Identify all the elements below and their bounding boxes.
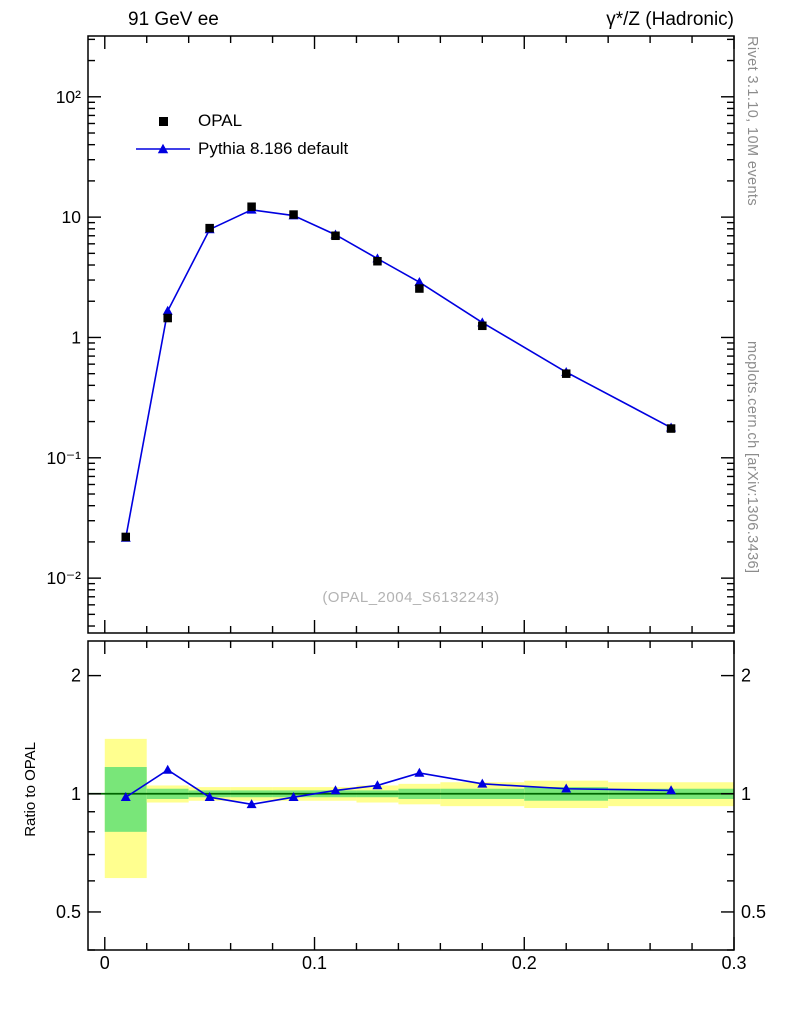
svg-text:0.2: 0.2	[512, 953, 537, 973]
axis-ticks	[88, 36, 735, 951]
main-data-series	[121, 202, 676, 542]
svg-text:1: 1	[741, 784, 751, 804]
svg-text:0.5: 0.5	[56, 902, 81, 922]
plot-frames	[87, 35, 735, 951]
main-mc-series	[120, 204, 677, 542]
svg-text:10⁻²: 10⁻²	[46, 568, 81, 588]
legend-item-pythia: Pythia 8.186 default	[134, 135, 348, 163]
svg-text:0.5: 0.5	[741, 902, 766, 922]
legend-label-opal: OPAL	[198, 111, 243, 130]
ratio-uncertainty-bands	[104, 738, 734, 879]
svg-text:2: 2	[741, 666, 751, 686]
ratio-mc-series	[120, 764, 677, 809]
svg-text:10: 10	[62, 207, 82, 227]
rivet-version-label: Rivet 3.1.10, 10M events	[744, 36, 760, 206]
svg-text:0: 0	[100, 953, 110, 973]
mcplots-arxiv-label: mcplots.cern.ch [arXiv:1306.3436]	[744, 341, 760, 574]
legend-label-pythia: Pythia 8.186 default	[198, 139, 349, 158]
triangle-line-marker-icon	[134, 142, 192, 156]
square-marker-icon	[134, 116, 192, 126]
svg-text:10²: 10²	[56, 87, 81, 107]
plot-title-left: 91 GeV ee	[128, 9, 219, 30]
svg-text:0.3: 0.3	[721, 953, 746, 973]
plot-title-right: γ*/Z (Hadronic)	[606, 9, 734, 30]
analysis-id-watermark: (OPAL_2004_S6132243)	[322, 589, 500, 606]
legend-item-opal: OPAL	[134, 107, 348, 135]
svg-text:1: 1	[71, 784, 81, 804]
svg-text:10⁻¹: 10⁻¹	[46, 448, 81, 468]
svg-text:0.1: 0.1	[302, 953, 327, 973]
svg-text:2: 2	[71, 666, 81, 686]
legend: OPAL Pythia 8.186 default	[134, 107, 348, 163]
axis-tick-labels: 10⁻² 10⁻¹ 1 10 10² 0.5 0.5 1 1 2 2 0 0.1 0.2 0.3	[46, 87, 766, 973]
pythia-legend-glyph	[136, 143, 190, 154]
svg-text:1: 1	[71, 327, 81, 347]
